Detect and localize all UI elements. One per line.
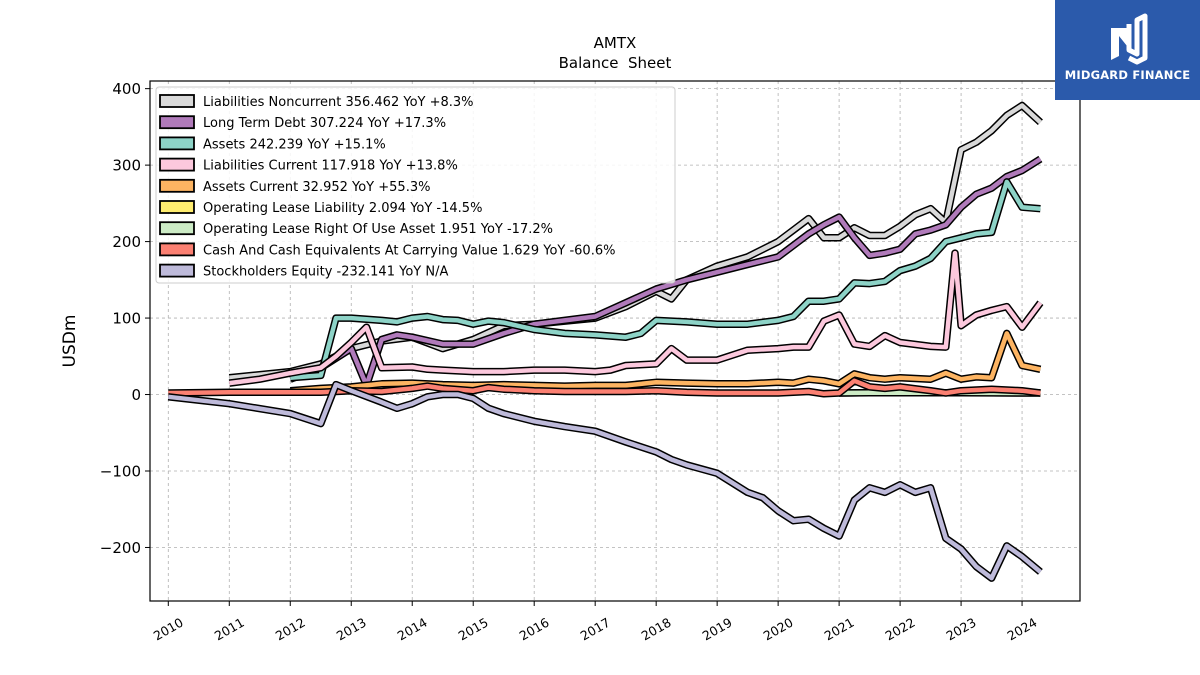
y-tick-label: −100 [100,463,141,481]
series-layer [167,101,1044,582]
series-outline [167,380,1043,582]
series-liabilities-current [228,249,1044,387]
legend: Liabilities Noncurrent 356.462 YoY +8.3%… [155,86,676,284]
y-tick-label: 400 [112,80,141,98]
x-tick-label: 2012 [273,615,308,644]
chart-subtitle: Balance Sheet [559,54,672,72]
x-tick-label: 2010 [151,615,186,644]
legend-entry: Liabilities Noncurrent 356.462 YoY +8.3% [159,94,474,110]
series-assets-current [290,329,1042,395]
legend-swatch [159,157,195,172]
legend-entry: Long Term Debt 307.224 YoY +17.3% [159,115,446,131]
series-line [168,378,1041,397]
brand-name: MIDGARD FINANCE [1064,68,1191,82]
x-tick-label: 2014 [395,615,430,644]
series-stockholders-equity [167,380,1043,582]
series-line [229,250,1043,386]
legend-label: Liabilities Current 117.918 YoY +13.8% [203,159,458,174]
x-tick-label: 2016 [517,615,552,644]
series-assets [290,178,1041,382]
legend-entry: Stockholders Equity -232.141 YoY N/A [159,263,448,280]
legend-entry: Operating Lease Right Of Use Asset 1.951… [159,221,553,237]
x-tick-label: 2011 [212,615,247,644]
legend-label: Operating Lease Liability 2.094 YoY -14.… [203,201,482,216]
chart-title: AMTX [594,34,637,52]
y-tick-label: 100 [112,310,141,328]
y-axis-ticks: 400 300 200 100 0 −100 −200 [100,80,150,557]
legend-label: Liabilities Noncurrent 356.462 YoY +8.3% [203,95,474,110]
y-tick-label: −200 [100,539,141,557]
x-tick-label: 2024 [1005,615,1040,644]
brand-logo: MIDGARD FINANCE [1055,0,1200,100]
legend-swatch [159,221,195,236]
legend-swatch [159,200,195,214]
legend-entry: Assets 242.239 YoY +15.1% [159,136,386,152]
x-tick-label: 2020 [761,615,796,644]
y-tick-label: 0 [131,386,141,404]
x-tick-label: 2021 [822,615,857,644]
legend-swatch [159,115,195,130]
plot-frame [149,80,1081,602]
legend-swatch [159,136,195,151]
x-axis-ticks: 2010 2011 2012 2013 2014 2015 2016 2017 2018 2019… [151,601,1040,644]
series-line [289,157,1042,388]
legend-swatch [159,94,195,108]
legend-label: Operating Lease Right Of Use Asset 1.951… [203,222,553,237]
x-tick-label: 2015 [456,615,491,644]
legend-label: Stockholders Equity -232.141 YoY N/A [203,265,448,280]
x-tick-label: 2023 [944,615,979,644]
legend-entry: Assets Current 32.952 YoY +55.3% [159,178,430,195]
x-tick-label: 2018 [639,615,674,644]
legend-entry: Liabilities Current 117.918 YoY +13.8% [159,157,458,174]
legend-label: Cash And Cash Equivalents At Carrying Va… [203,243,615,258]
series-line [290,331,1041,393]
legend-frame [155,86,676,284]
x-tick-label: 2013 [334,615,369,644]
series-long-term-debt [288,155,1043,390]
x-tick-label: 2019 [700,615,735,644]
legend-entry: Operating Lease Liability 2.094 YoY -14.… [159,200,482,216]
legend-entry: Cash And Cash Equivalents At Carrying Va… [159,242,615,258]
series-line [168,382,1042,581]
series-cash-and-cash-equivalents-at-carrying-value [168,377,1041,398]
y-axis-label: USDm [60,315,80,368]
legend-label: Long Term Debt 307.224 YoY +17.3% [203,116,446,131]
legend-label: Assets Current 32.952 YoY +55.3% [203,180,430,195]
legend-swatch [159,242,195,257]
legend-swatch [159,178,195,193]
legend-swatch [159,263,195,278]
y-tick-label: 200 [112,233,141,251]
legend-label: Assets 242.239 YoY +15.1% [203,137,386,152]
y-tick-label: 300 [112,157,141,175]
series-line [290,179,1041,380]
x-tick-label: 2017 [578,615,613,644]
x-tick-label: 2022 [883,615,918,644]
midgard-logo-icon [1111,13,1148,65]
